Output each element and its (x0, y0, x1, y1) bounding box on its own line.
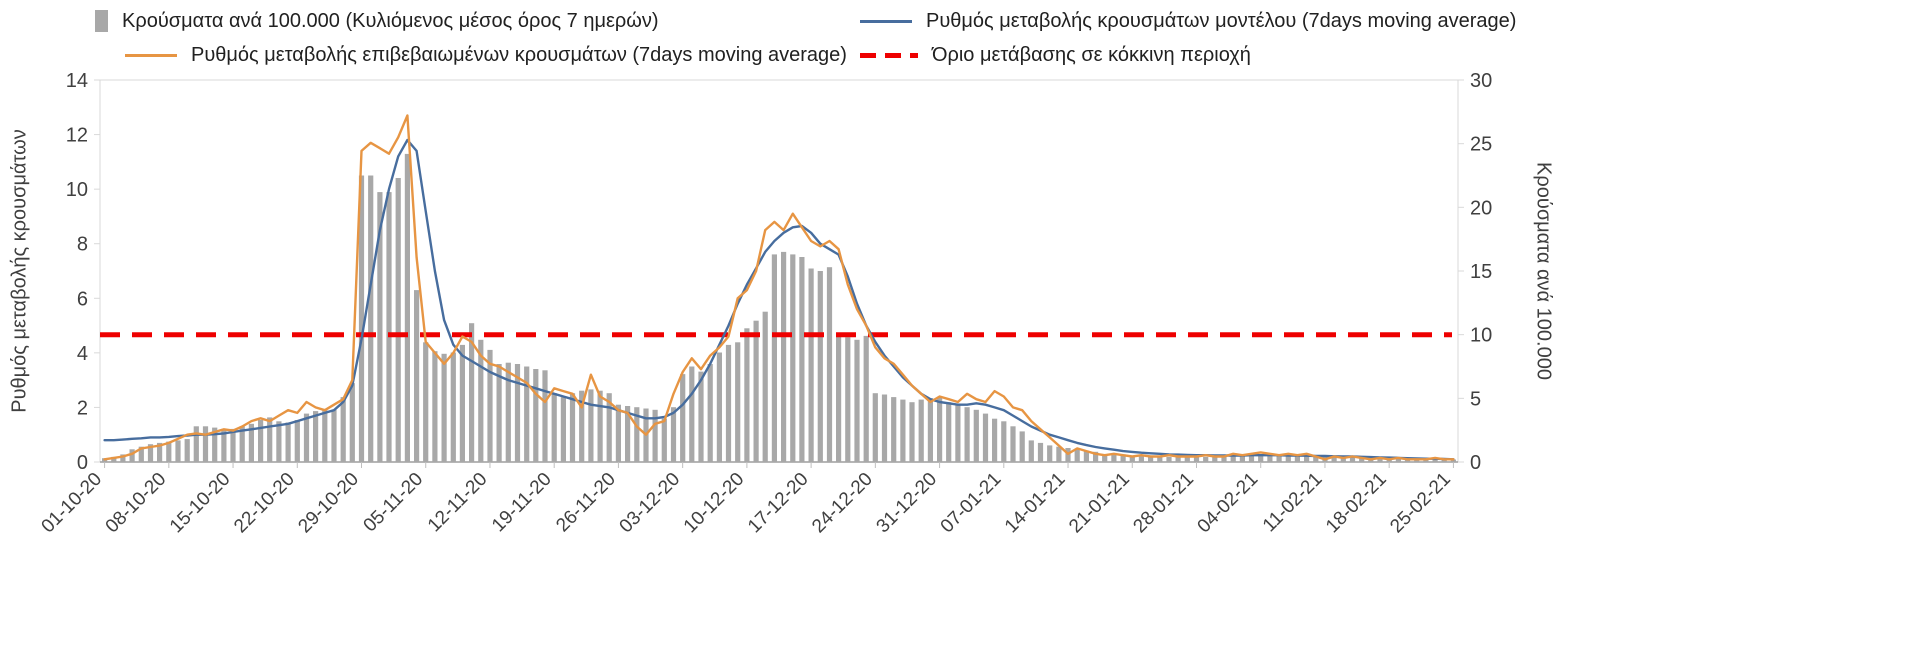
svg-text:04-02-21: 04-02-21 (1194, 469, 1263, 538)
y-axis-left-ticks: 0 2 4 6 8 10 12 14 (66, 70, 100, 474)
model-line-swatch-icon (860, 19, 912, 23)
legend-label-threshold: Όριο μετάβασης σε κόκκινη περιοχή (932, 43, 1251, 66)
svg-text:6: 6 (77, 288, 88, 310)
y-axis-left-title: Ρυθμός μεταβολής κρουσμάτων (8, 129, 31, 413)
svg-text:18-02-21: 18-02-21 (1322, 469, 1391, 538)
svg-text:10-12-20: 10-12-20 (680, 469, 749, 538)
svg-text:10: 10 (1470, 325, 1492, 347)
x-axis-ticks: 01-10-2008-10-2015-10-2022-10-2029-10-20… (38, 462, 1455, 537)
svg-text:24-12-20: 24-12-20 (808, 469, 877, 538)
svg-text:30: 30 (1470, 70, 1492, 92)
legend-item-bars: Κρούσματα ανά 100.000 (Κυλιόμενος μέσος … (95, 8, 659, 34)
svg-text:2: 2 (77, 397, 88, 419)
svg-text:01-10-20: 01-10-20 (38, 469, 107, 538)
y-axis-right-title: Κρούσματα ανά 100.000 (1532, 162, 1555, 380)
svg-text:29-10-20: 29-10-20 (294, 469, 363, 538)
svg-text:20: 20 (1470, 197, 1492, 219)
y-axis-right-ticks: 0 5 10 15 20 25 30 (1458, 70, 1492, 474)
svg-text:03-12-20: 03-12-20 (616, 469, 685, 538)
svg-text:17-12-20: 17-12-20 (744, 469, 813, 538)
svg-text:07-01-21: 07-01-21 (937, 469, 1006, 538)
svg-text:25: 25 (1470, 134, 1492, 156)
confirmed-line-swatch-icon (125, 53, 177, 57)
svg-text:5: 5 (1470, 388, 1481, 410)
legend-label-model: Ρυθμός μεταβολής κρουσμάτων μοντέλου (7d… (926, 9, 1517, 32)
svg-text:08-10-20: 08-10-20 (102, 469, 171, 538)
confirmed-rate-line (103, 114, 1455, 461)
legend-label-confirmed: Ρυθμός μεταβολής επιβεβαιωμένων κρουσμάτ… (191, 43, 847, 66)
svg-text:14: 14 (66, 70, 88, 92)
svg-text:12: 12 (66, 125, 88, 147)
svg-text:25-02-21: 25-02-21 (1386, 469, 1455, 538)
legend-label-bars: Κρούσματα ανά 100.000 (Κυλιόμενος μέσος … (122, 9, 659, 32)
svg-text:26-11-20: 26-11-20 (552, 469, 620, 537)
svg-text:11-02-21: 11-02-21 (1259, 469, 1327, 537)
legend-item-model: Ρυθμός μεταβολής κρουσμάτων μοντέλου (7d… (860, 8, 1516, 34)
svg-text:21-01-21: 21-01-21 (1065, 469, 1134, 538)
svg-text:15: 15 (1470, 261, 1492, 283)
svg-text:19-11-20: 19-11-20 (488, 469, 556, 537)
legend-item-threshold: Όριο μετάβασης σε κόκκινη περιοχή (860, 42, 1251, 68)
svg-text:4: 4 (77, 343, 88, 365)
svg-text:12-11-20: 12-11-20 (424, 469, 492, 537)
legend-item-confirmed: Ρυθμός μεταβολής επιβεβαιωμένων κρουσμάτ… (125, 42, 847, 68)
svg-text:14-01-21: 14-01-21 (1001, 469, 1070, 538)
svg-text:0: 0 (1470, 452, 1481, 474)
svg-text:10: 10 (66, 179, 88, 201)
svg-text:28-01-21: 28-01-21 (1129, 469, 1198, 538)
svg-text:22-10-20: 22-10-20 (230, 469, 299, 538)
threshold-line-swatch-icon (860, 52, 918, 58)
svg-text:0: 0 (77, 452, 88, 474)
svg-text:8: 8 (77, 234, 88, 256)
svg-text:31-12-20: 31-12-20 (873, 469, 942, 538)
svg-text:15-10-20: 15-10-20 (166, 469, 235, 538)
bar-series-swatch-icon (95, 10, 108, 32)
bars-series (102, 153, 1456, 462)
model-rate-line (103, 138, 1455, 461)
svg-text:05-11-20: 05-11-20 (360, 469, 428, 537)
